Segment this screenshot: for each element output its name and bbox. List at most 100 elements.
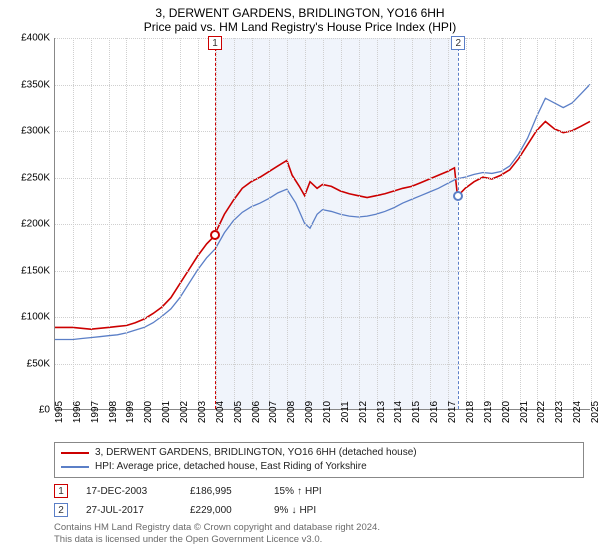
gridline-v	[91, 38, 92, 409]
legend: 3, DERWENT GARDENS, BRIDLINGTON, YO16 6H…	[54, 442, 584, 478]
gridline-v	[448, 38, 449, 409]
x-tick: 2020	[501, 401, 512, 423]
gridline-v	[287, 38, 288, 409]
gridline-v	[466, 38, 467, 409]
gridline-v	[341, 38, 342, 409]
x-tick: 2013	[376, 401, 387, 423]
x-tick: 2009	[304, 401, 315, 423]
gridline-v	[520, 38, 521, 409]
gridline-v	[573, 38, 574, 409]
x-tick: 2006	[251, 401, 262, 423]
gridline-v	[394, 38, 395, 409]
gridline-v	[359, 38, 360, 409]
y-tick: £400K	[21, 33, 50, 44]
marker-label: 1	[208, 36, 222, 50]
legend-label-hpi: HPI: Average price, detached house, East…	[95, 460, 367, 474]
x-tick: 2025	[590, 401, 600, 423]
gridline-v	[430, 38, 431, 409]
x-tick: 2024	[572, 401, 583, 423]
legend-row-hpi: HPI: Average price, detached house, East…	[61, 460, 577, 474]
chart-area: £0£50K£100K£150K£200K£250K£300K£350K£400…	[10, 38, 590, 410]
x-tick: 1995	[54, 401, 65, 423]
footer: Contains HM Land Registry data © Crown c…	[54, 522, 584, 546]
y-tick: £300K	[21, 126, 50, 137]
marker-line	[215, 38, 216, 409]
event-pct: 9%	[274, 505, 288, 516]
x-tick: 2001	[161, 401, 172, 423]
event-diff: 15% ↑ HPI	[274, 486, 322, 497]
x-tick: 2014	[393, 401, 404, 423]
x-tick: 2005	[233, 401, 244, 423]
event-price: £186,995	[190, 486, 256, 497]
x-tick: 2022	[536, 401, 547, 423]
x-tick: 2000	[143, 401, 154, 423]
event-date: 27-JUL-2017	[86, 505, 172, 516]
event-row: 2 27-JUL-2017 £229,000 9% ↓ HPI	[54, 503, 584, 517]
x-tick: 2003	[197, 401, 208, 423]
x-tick: 2010	[322, 401, 333, 423]
x-tick: 2008	[286, 401, 297, 423]
legend-swatch-property	[61, 452, 89, 454]
gridline-v	[502, 38, 503, 409]
x-tick: 1998	[108, 401, 119, 423]
gridline-v	[537, 38, 538, 409]
footer-line-1: Contains HM Land Registry data © Crown c…	[54, 522, 584, 534]
footer-line-2: This data is licensed under the Open Gov…	[54, 534, 584, 546]
x-tick: 2015	[411, 401, 422, 423]
y-axis: £0£50K£100K£150K£200K£250K£300K£350K£400…	[10, 38, 54, 410]
y-tick: £200K	[21, 219, 50, 230]
gridline-v	[126, 38, 127, 409]
y-tick: £50K	[27, 358, 50, 369]
x-tick: 1997	[90, 401, 101, 423]
arrow-icon: ↑	[297, 486, 302, 497]
x-tick: 2021	[519, 401, 530, 423]
marker-label: 2	[451, 36, 465, 50]
event-marker: 2	[54, 503, 68, 517]
gridline-v	[234, 38, 235, 409]
chart-container: 3, DERWENT GARDENS, BRIDLINGTON, YO16 6H…	[0, 0, 600, 560]
gridline-v	[144, 38, 145, 409]
x-tick: 2011	[340, 401, 351, 423]
gridline-v	[591, 38, 592, 409]
y-tick: £100K	[21, 312, 50, 323]
event-marker: 1	[54, 484, 68, 498]
gridline-v	[305, 38, 306, 409]
x-tick: 1999	[125, 401, 136, 423]
y-tick: £0	[39, 405, 50, 416]
gridline-v	[162, 38, 163, 409]
y-tick: £150K	[21, 265, 50, 276]
legend-swatch-hpi	[61, 466, 89, 468]
gridline-v	[73, 38, 74, 409]
marker-dot	[210, 230, 220, 240]
event-diff: 9% ↓ HPI	[274, 505, 316, 516]
legend-label-property: 3, DERWENT GARDENS, BRIDLINGTON, YO16 6H…	[95, 446, 417, 460]
marker-dot	[453, 191, 463, 201]
event-pct: 15%	[274, 486, 294, 497]
y-tick: £250K	[21, 172, 50, 183]
gridline-v	[198, 38, 199, 409]
event-ref: HPI	[299, 505, 316, 516]
chart-subtitle: Price paid vs. HM Land Registry's House …	[10, 20, 590, 34]
x-tick: 2004	[215, 401, 226, 423]
x-tick: 2016	[429, 401, 440, 423]
gridline-v	[180, 38, 181, 409]
gridline-v	[412, 38, 413, 409]
event-price: £229,000	[190, 505, 256, 516]
gridline-v	[555, 38, 556, 409]
x-tick: 1996	[72, 401, 83, 423]
event-date: 17-DEC-2003	[86, 486, 172, 497]
marker-line	[458, 38, 459, 409]
gridline-v	[252, 38, 253, 409]
event-row: 1 17-DEC-2003 £186,995 15% ↑ HPI	[54, 484, 584, 498]
x-tick: 2018	[465, 401, 476, 423]
x-tick: 2002	[179, 401, 190, 423]
gridline-v	[109, 38, 110, 409]
x-axis: 1995199619971998199920002001200220032004…	[54, 410, 590, 438]
event-ref: HPI	[305, 486, 322, 497]
y-tick: £350K	[21, 79, 50, 90]
gridline-v	[377, 38, 378, 409]
legend-row-property: 3, DERWENT GARDENS, BRIDLINGTON, YO16 6H…	[61, 446, 577, 460]
x-tick: 2023	[554, 401, 565, 423]
x-tick: 2017	[447, 401, 458, 423]
chart-title: 3, DERWENT GARDENS, BRIDLINGTON, YO16 6H…	[10, 6, 590, 20]
